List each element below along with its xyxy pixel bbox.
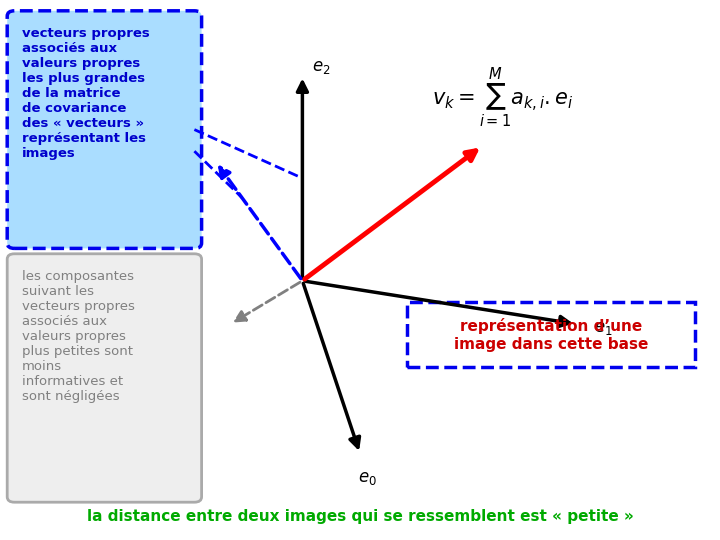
Text: représentation d’une
image dans cette base: représentation d’une image dans cette ba… [454, 318, 648, 352]
Text: la distance entre deux images qui se ressemblent est « petite »: la distance entre deux images qui se res… [86, 509, 634, 524]
Text: $v_k = \sum_{i=1}^{M} a_{k,i} . e_i$: $v_k = \sum_{i=1}^{M} a_{k,i} . e_i$ [432, 66, 573, 129]
Text: $e_1$: $e_1$ [594, 319, 613, 337]
FancyBboxPatch shape [407, 302, 695, 367]
FancyBboxPatch shape [7, 254, 202, 502]
Text: les composantes
suivant les
vecteurs propres
associés aux
valeurs propres
plus p: les composantes suivant les vecteurs pro… [22, 270, 135, 403]
FancyBboxPatch shape [7, 11, 202, 248]
Text: $e_0$: $e_0$ [358, 469, 377, 487]
Text: $e_2$: $e_2$ [312, 58, 330, 77]
Text: vecteurs propres
associés aux
valeurs propres
les plus grandes
de la matrice
de : vecteurs propres associés aux valeurs pr… [22, 27, 149, 160]
